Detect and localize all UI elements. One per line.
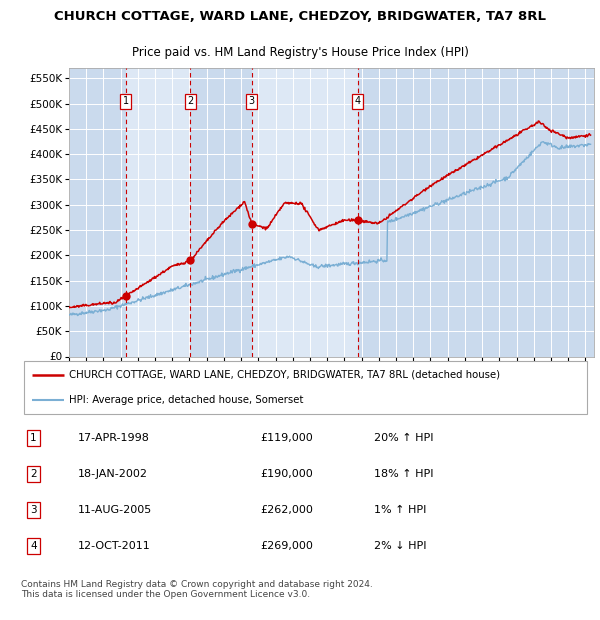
Text: 3: 3 bbox=[30, 505, 37, 515]
Text: CHURCH COTTAGE, WARD LANE, CHEDZOY, BRIDGWATER, TA7 8RL (detached house): CHURCH COTTAGE, WARD LANE, CHEDZOY, BRID… bbox=[70, 370, 500, 379]
Text: 17-APR-1998: 17-APR-1998 bbox=[78, 433, 150, 443]
Text: 4: 4 bbox=[30, 541, 37, 551]
Text: 1: 1 bbox=[122, 96, 128, 106]
Text: £262,000: £262,000 bbox=[260, 505, 313, 515]
Text: 2: 2 bbox=[30, 469, 37, 479]
Text: 1% ↑ HPI: 1% ↑ HPI bbox=[374, 505, 427, 515]
Text: £190,000: £190,000 bbox=[260, 469, 313, 479]
Text: 12-OCT-2011: 12-OCT-2011 bbox=[78, 541, 151, 551]
Bar bbox=[190, 68, 251, 356]
Text: £269,000: £269,000 bbox=[260, 541, 313, 551]
Text: CHURCH COTTAGE, WARD LANE, CHEDZOY, BRIDGWATER, TA7 8RL: CHURCH COTTAGE, WARD LANE, CHEDZOY, BRID… bbox=[54, 10, 546, 23]
Text: HPI: Average price, detached house, Somerset: HPI: Average price, detached house, Some… bbox=[70, 396, 304, 405]
Text: £119,000: £119,000 bbox=[260, 433, 313, 443]
Text: 3: 3 bbox=[248, 96, 254, 106]
Bar bbox=[358, 68, 594, 356]
FancyBboxPatch shape bbox=[24, 361, 587, 414]
Text: Price paid vs. HM Land Registry's House Price Index (HPI): Price paid vs. HM Land Registry's House … bbox=[131, 46, 469, 58]
Text: 1: 1 bbox=[30, 433, 37, 443]
Text: 4: 4 bbox=[355, 96, 361, 106]
Text: 2% ↓ HPI: 2% ↓ HPI bbox=[374, 541, 427, 551]
Text: 18-JAN-2002: 18-JAN-2002 bbox=[78, 469, 148, 479]
Text: Contains HM Land Registry data © Crown copyright and database right 2024.
This d: Contains HM Land Registry data © Crown c… bbox=[21, 580, 373, 599]
Bar bbox=[69, 68, 125, 356]
Text: 2: 2 bbox=[187, 96, 193, 106]
Text: 11-AUG-2005: 11-AUG-2005 bbox=[78, 505, 152, 515]
Text: 20% ↑ HPI: 20% ↑ HPI bbox=[374, 433, 434, 443]
Text: 18% ↑ HPI: 18% ↑ HPI bbox=[374, 469, 434, 479]
